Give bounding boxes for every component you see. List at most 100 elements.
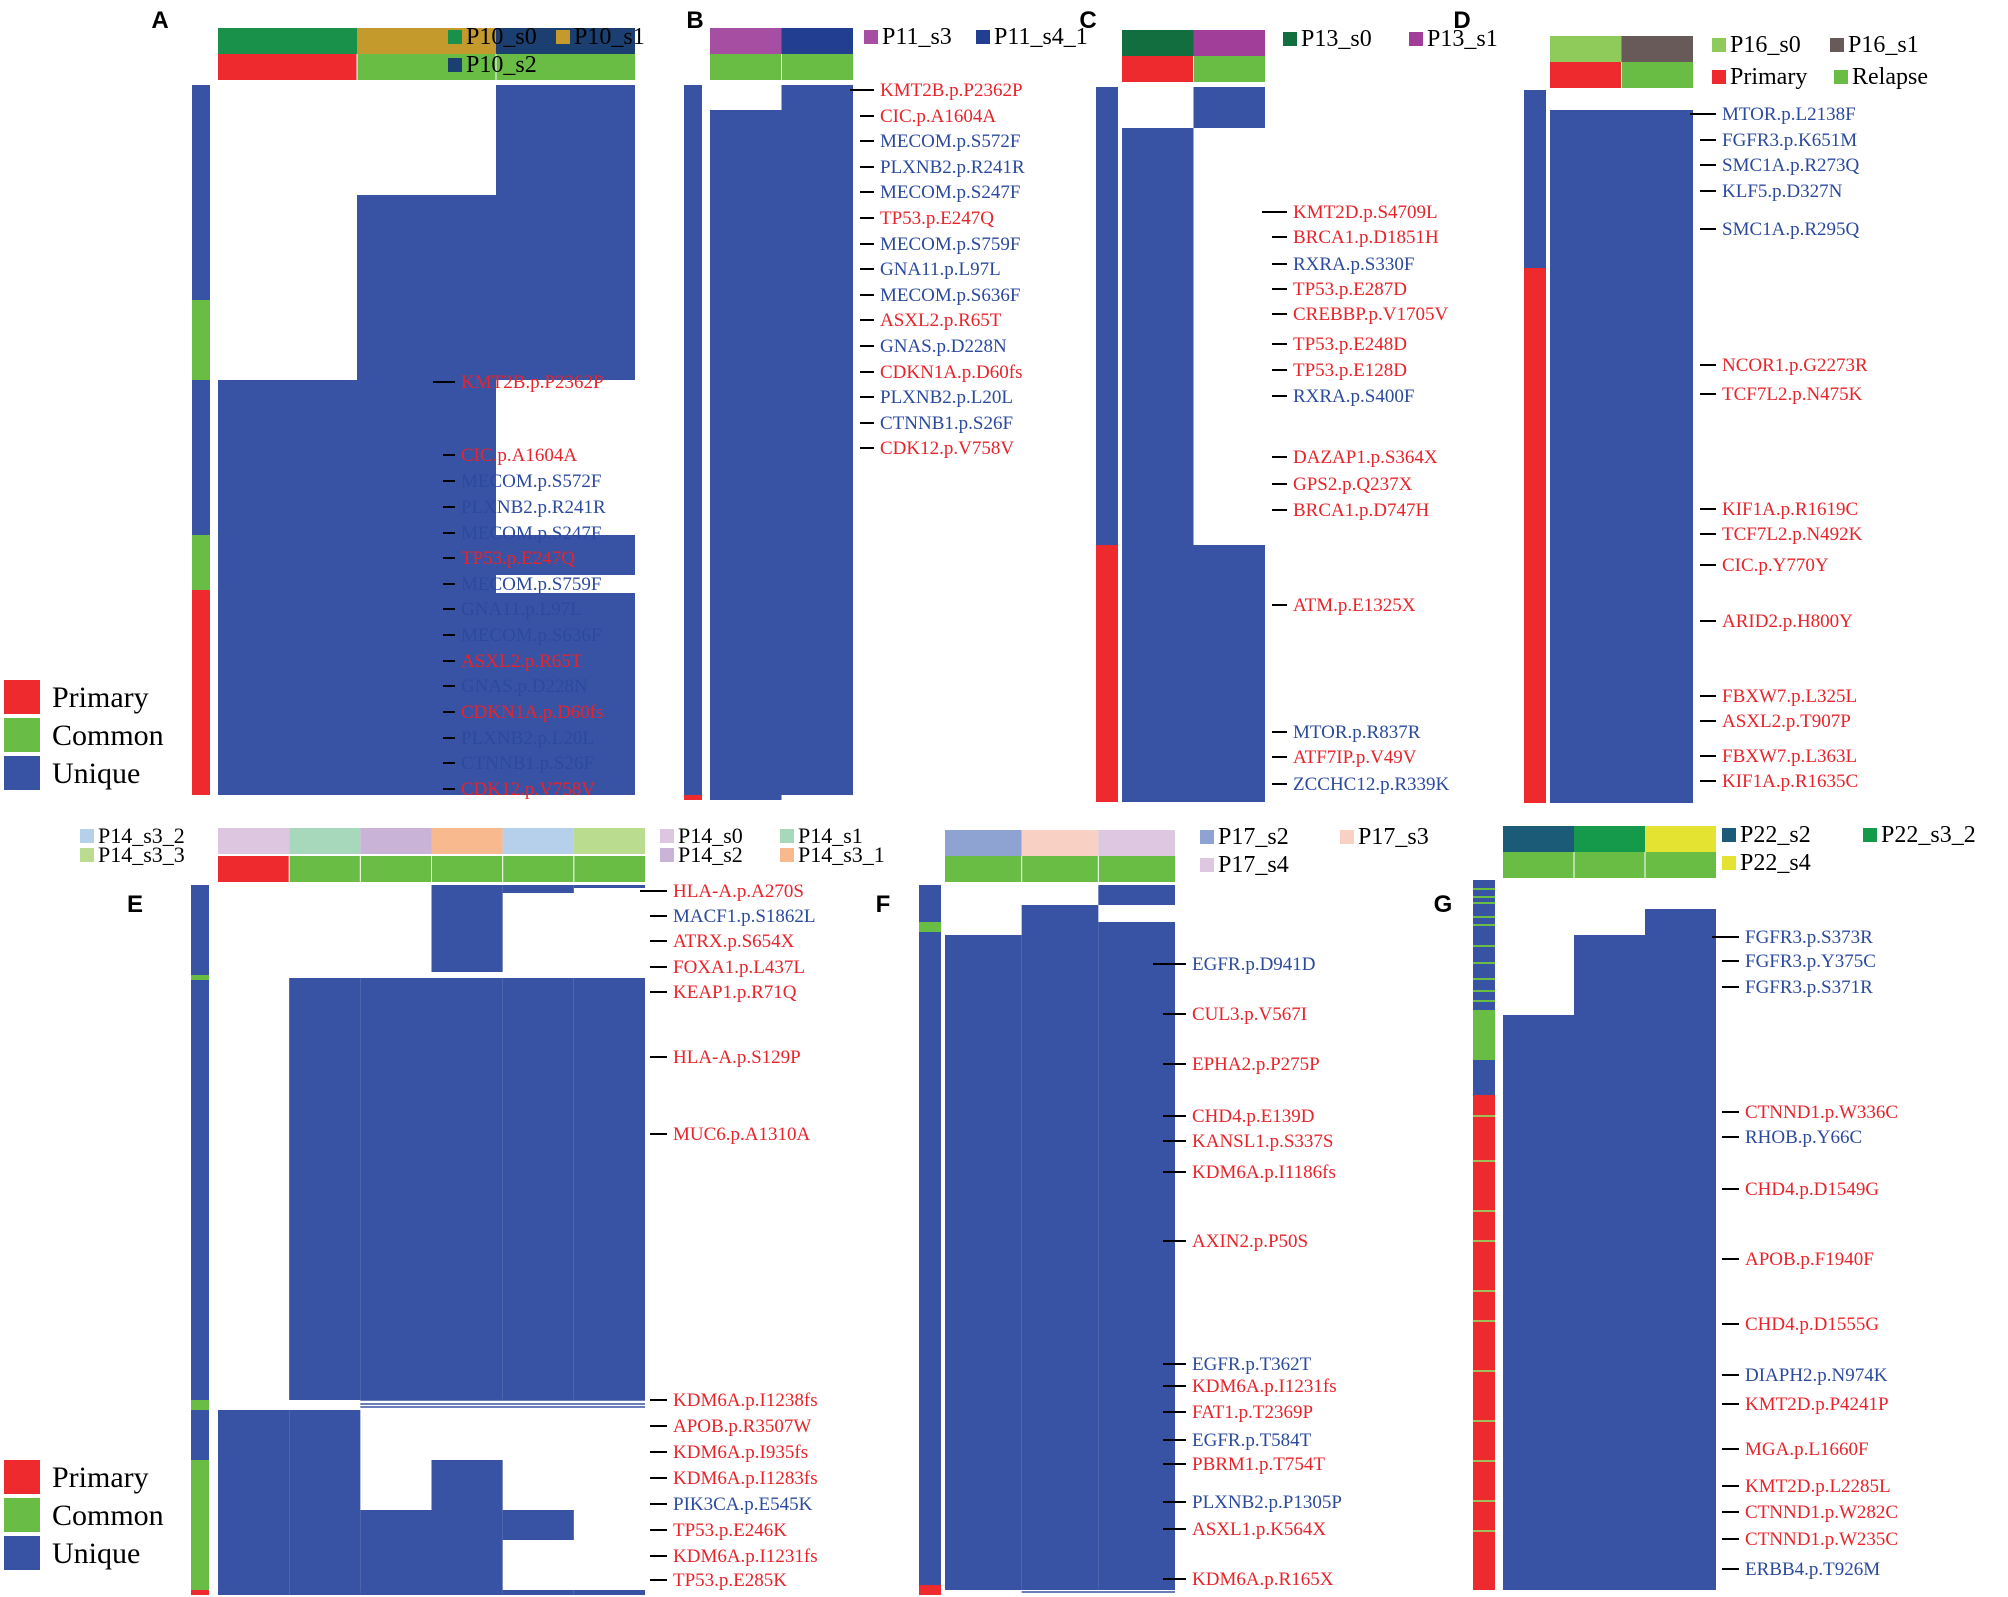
timepoint-cell [1550, 62, 1622, 88]
mutation-label: TP53.p.E247Q [461, 548, 575, 569]
legend-timepoint-label: Relapse [1852, 64, 1928, 90]
mutation-label: EGFR.p.T584T [1192, 1430, 1312, 1451]
panel-letter: A [151, 7, 168, 34]
legend-swatch [780, 848, 794, 862]
mutation-label: PLXNB2.p.R241R [880, 157, 1025, 178]
legend-sample-label: P16_s1 [1848, 32, 1919, 58]
timepoint-cell [1621, 62, 1693, 88]
legend-sample-label: P17_s4 [1218, 852, 1289, 878]
legend-swatch [4, 1536, 40, 1570]
legend-swatch [4, 680, 40, 714]
mutation-label: ASXL2.p.R65T [461, 651, 583, 672]
heatmap-cell [360, 1590, 432, 1595]
legend-swatch [1340, 830, 1354, 844]
timepoint-cell [1122, 56, 1194, 82]
mutation-label: GNAS.p.D228N [880, 336, 1007, 357]
legend-timepoint-label: Primary [1730, 64, 1807, 90]
annotation-stripe [1473, 1420, 1495, 1422]
legend-sample-label: P14_s1 [798, 823, 863, 848]
mutation-label: KIF1A.p.R1635C [1722, 771, 1858, 792]
mutation-label: NCOR1.p.G2273R [1722, 355, 1868, 376]
mutation-label: TP53.p.E128D [1293, 360, 1407, 381]
mutation-label: KDM6A.p.I1283fs [673, 1468, 818, 1489]
sample-color-cell [573, 828, 645, 854]
legend-bottom: Primary Common Unique [4, 1460, 164, 1570]
mutation-label: MECOM.p.S759F [461, 574, 601, 595]
mutation-label: ATM.p.E1325X [1293, 595, 1416, 616]
legend-sample-label: P10_s1 [574, 24, 645, 50]
heatmap-cell [1645, 909, 1716, 935]
mutation-label: HLA-A.p.A270S [673, 881, 804, 902]
sample-color-cell [1122, 30, 1194, 56]
legend-label: Common [52, 719, 164, 752]
mutation-label: CREBBP.p.V1705V [1293, 304, 1448, 325]
annotation-segment [1524, 268, 1546, 803]
heatmap-cell [1574, 935, 1645, 1015]
annotation-stripe [1473, 1290, 1495, 1292]
annotation-segment [191, 1410, 209, 1460]
legend-top: Primary Common Unique [4, 680, 164, 790]
heatmap-cell [431, 1590, 503, 1595]
timepoint-cell [1098, 856, 1175, 882]
heatmap-cell [1574, 1015, 1645, 1590]
mutation-label: GNA11.p.L97L [880, 259, 1001, 280]
mutation-label: DAZAP1.p.S364X [1293, 447, 1438, 468]
heatmap-cell [710, 110, 782, 800]
timepoint-cell [1193, 56, 1265, 82]
heatmap-cell [218, 1410, 290, 1595]
panel-a: A KMT2B.p.P2362P CIC.p.A1604A MECOM.p.S572F… [151, 7, 644, 800]
timepoint-cell [502, 856, 574, 882]
mutation-label: ATRX.p.S654X [673, 931, 795, 952]
mutation-label: MECOM.p.S247F [461, 523, 601, 544]
mutation-label: PLXNB2.p.L20L [461, 728, 594, 749]
legend-sample-label: P22_s2 [1740, 822, 1811, 848]
mutation-label: PBRM1.p.T754T [1192, 1454, 1325, 1475]
legend-swatch [1200, 830, 1214, 844]
annotation-segment [191, 980, 209, 1400]
heatmap-cell [502, 978, 574, 1400]
annotation-segment [919, 922, 941, 932]
sample-color-cell [1503, 826, 1574, 852]
legend-sample-label: P13_s1 [1427, 26, 1498, 52]
legend-swatch [1409, 32, 1423, 46]
mutation-label: CUL3.p.V567I [1192, 1004, 1307, 1025]
legend-sample-label: P13_s0 [1301, 26, 1372, 52]
mutation-label: BRCA1.p.D747H [1293, 500, 1429, 521]
mutation-label: CTNNB1.p.S26F [880, 413, 1013, 434]
heatmap-cell [496, 593, 635, 795]
annotation-stripe [1473, 1320, 1495, 1322]
mutation-label: MTOR.p.L2138F [1722, 104, 1856, 125]
mutation-label: TP53.p.E287D [1293, 279, 1407, 300]
heatmap-cell [1621, 268, 1693, 803]
mutation-label: FGFR3.p.K651M [1722, 130, 1857, 151]
mutation-label: MGA.p.L1660F [1745, 1439, 1869, 1460]
mutation-label: CDK12.p.V758V [880, 438, 1014, 459]
sample-color-cell [1621, 36, 1693, 62]
mutation-label: CTNND1.p.W282C [1745, 1502, 1898, 1523]
sample-color-cell [1021, 830, 1099, 856]
timepoint-cell [360, 856, 432, 882]
heatmap-cell [360, 978, 432, 1400]
heatmap-cell [781, 85, 853, 110]
annotation-stripe [1473, 1530, 1495, 1532]
timepoint-cell [357, 54, 496, 80]
legend-sample-label: P14_s3_2 [98, 823, 185, 848]
annotation-stripe [1473, 1460, 1495, 1462]
annotation-segment [919, 932, 941, 1585]
legend-sample-label: P14_s0 [678, 823, 743, 848]
mutation-label: TP53.p.E247Q [880, 208, 994, 229]
sample-color-cell [1193, 30, 1265, 56]
heatmap-cell [431, 1510, 503, 1595]
annotation-segment [1473, 1060, 1495, 1095]
annotation-segment [919, 1585, 941, 1595]
annotation-stripe [1473, 1000, 1495, 1002]
mutation-label: CDKN1A.p.D60fs [461, 702, 604, 723]
mutation-label: KLF5.p.D327N [1722, 181, 1843, 202]
heatmap-cell [573, 885, 645, 888]
mutation-label: SMC1A.p.R273Q [1722, 155, 1860, 176]
mutation-label: KIF1A.p.R1619C [1722, 499, 1858, 520]
mutation-label: KEAP1.p.R71Q [673, 982, 797, 1003]
annotation-stripe [1473, 1160, 1495, 1162]
mutation-label: KDM6A.p.I1186fs [1192, 1162, 1336, 1183]
legend-swatch [864, 30, 878, 44]
